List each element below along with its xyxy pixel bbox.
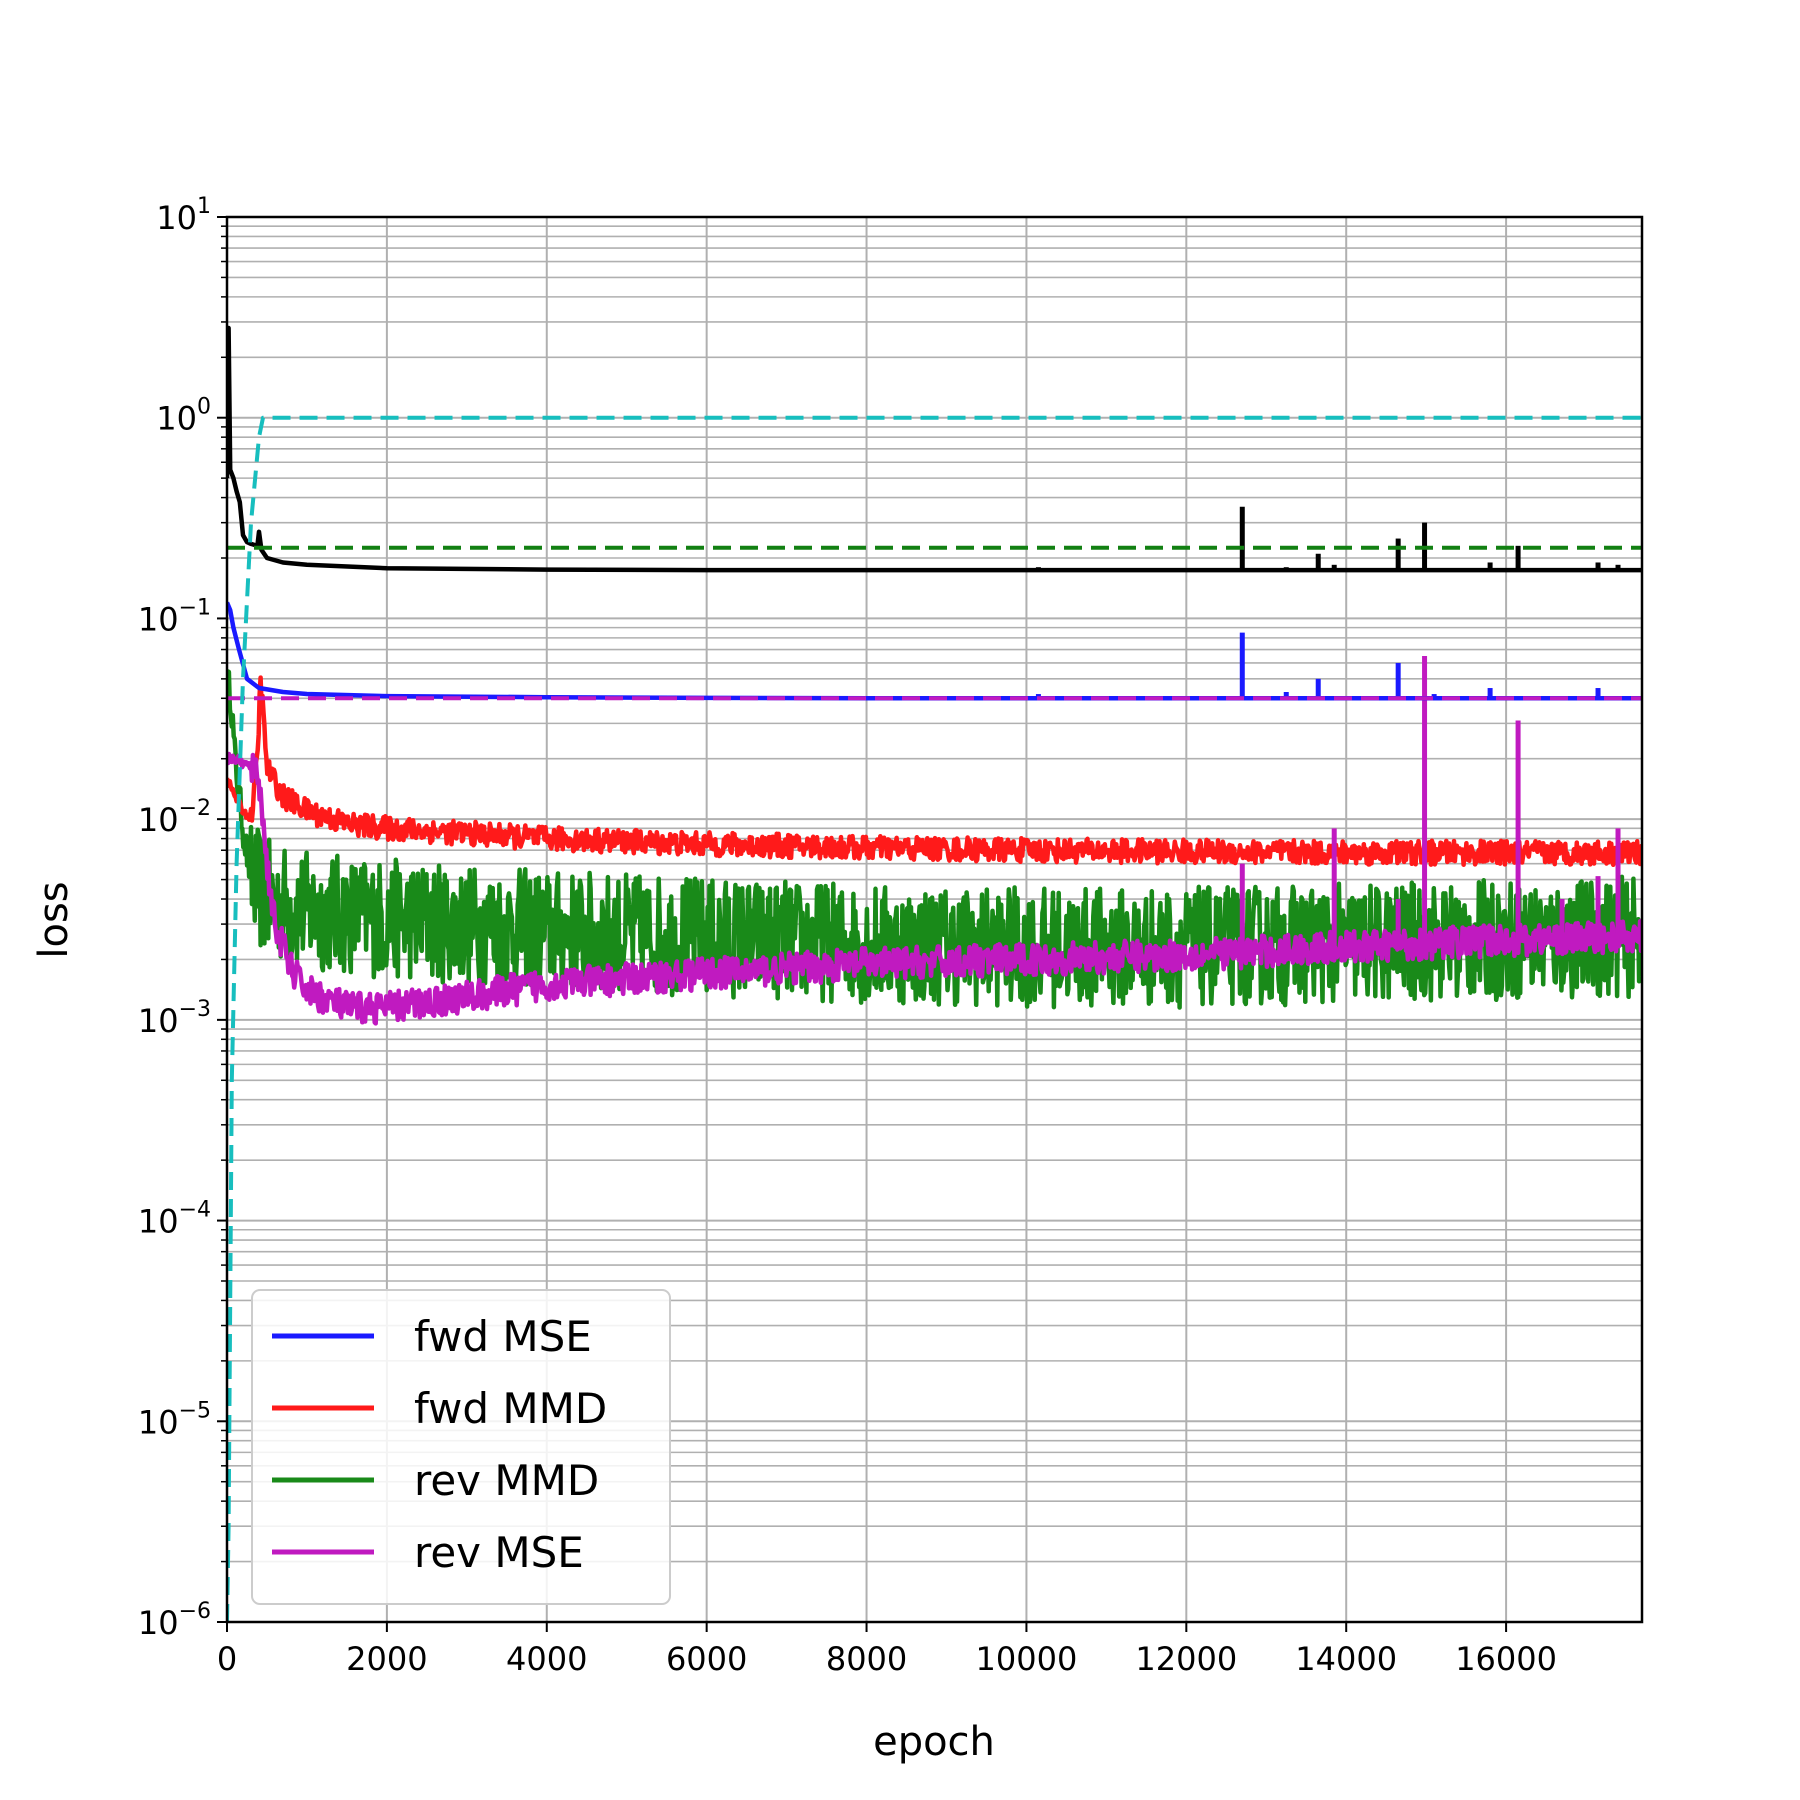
y-tick-label: 10−3	[138, 997, 211, 1040]
x-tick-label: 6000	[666, 1640, 747, 1678]
y-tick-label: 10−2	[138, 796, 211, 839]
rev-mse-line	[227, 751, 1642, 1026]
axis-tick-labels: 101 100 10−1 10−2 10−3 10−4 10−5 10−60 2000 4000 6…	[138, 194, 1557, 1678]
x-axis-label: epoch	[873, 1719, 995, 1765]
y-tick-label: 10−6	[138, 1599, 211, 1642]
y-tick-label: 10−4	[138, 1198, 211, 1241]
legend: fwd MSE fwd MMD rev MMD rev MSE	[251, 1289, 671, 1605]
x-tick-label: 2000	[346, 1640, 427, 1678]
axis-ticks	[217, 216, 1508, 1632]
y-tick-label: 100	[156, 395, 211, 438]
legend-label: fwd MMD	[414, 1384, 607, 1433]
x-tick-label: 8000	[826, 1640, 907, 1678]
y-tick-label: 101	[156, 194, 211, 237]
x-tick-label: 0	[217, 1640, 237, 1678]
fwd-mmd-line	[227, 675, 1642, 868]
x-tick-label: 10000	[976, 1640, 1078, 1678]
legend-box	[251, 1289, 671, 1605]
x-tick-label: 14000	[1295, 1640, 1397, 1678]
x-tick-label: 4000	[506, 1640, 587, 1678]
legend-label: rev MSE	[414, 1528, 584, 1577]
y-tick-label: 10−1	[138, 595, 211, 638]
legend-label: rev MMD	[414, 1456, 599, 1505]
x-tick-label: 16000	[1455, 1640, 1557, 1678]
series-layer	[227, 325, 1642, 1622]
series-4-line	[227, 325, 1642, 573]
series-5-line	[227, 415, 1642, 1622]
y-axis-label: loss	[31, 881, 77, 958]
legend-label: fwd MSE	[414, 1312, 592, 1361]
y-tick-label: 10−5	[138, 1398, 211, 1441]
x-tick-label: 12000	[1135, 1640, 1237, 1678]
plot-frame	[225, 215, 1644, 1624]
